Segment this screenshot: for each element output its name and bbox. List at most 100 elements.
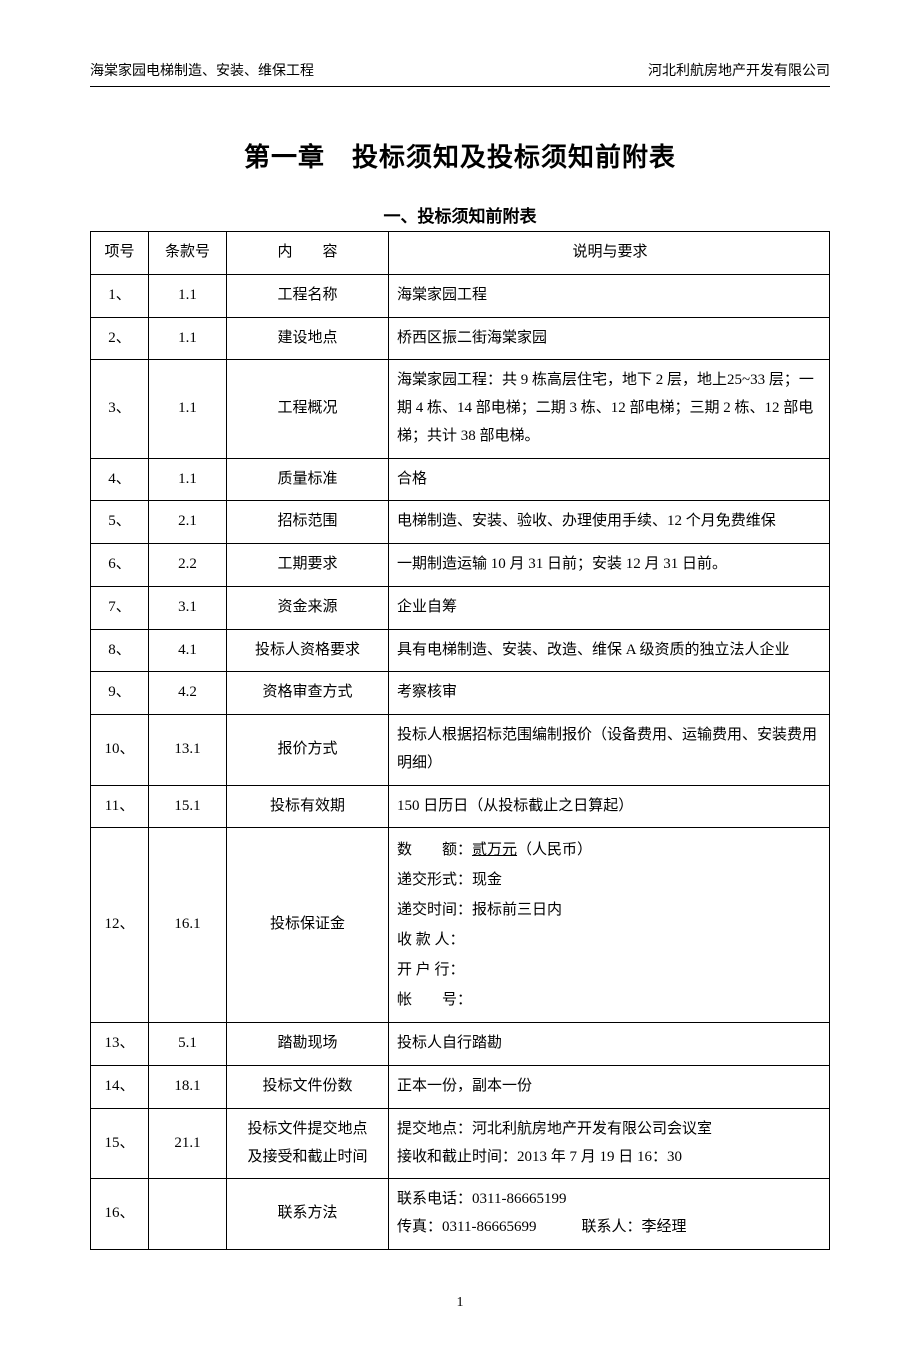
cell-clause: 1.1 xyxy=(149,458,227,501)
cell-desc: 合格 xyxy=(389,458,830,501)
table-row: 6、 2.2 工期要求 一期制造运输 10 月 31 日前；安装 12 月 31… xyxy=(91,544,830,587)
cell-desc: 电梯制造、安装、验收、办理使用手续、12 个月免费维保 xyxy=(389,501,830,544)
table-header-row: 项号 条款号 内 容 说明与要求 xyxy=(91,232,830,275)
cell-content: 建设地点 xyxy=(227,317,389,360)
cell-num: 15、 xyxy=(91,1108,149,1179)
tender-notice-table: 项号 条款号 内 容 说明与要求 1、 1.1 工程名称 海棠家园工程 2、 1… xyxy=(90,231,830,1250)
cell-desc: 海棠家园工程：共 9 栋高层住宅，地下 2 层，地上25~33 层；一期 4 栋… xyxy=(389,360,830,458)
table-row: 15、 21.1 投标文件提交地点 及接受和截止时间 提交地点：河北利航房地产开… xyxy=(91,1108,830,1179)
th-clause: 条款号 xyxy=(149,232,227,275)
page-header: 海棠家园电梯制造、安装、维保工程 河北利航房地产开发有限公司 xyxy=(90,60,830,87)
table-row: 11、 15.1 投标有效期 150 日历日（从投标截止之日算起） xyxy=(91,785,830,828)
cell-clause: 21.1 xyxy=(149,1108,227,1179)
contact-fax: 传真：0311-86665699 xyxy=(397,1214,536,1242)
cell-num: 5、 xyxy=(91,501,149,544)
section-title: 一、投标须知前附表 xyxy=(90,202,830,227)
cell-desc: 一期制造运输 10 月 31 日前；安装 12 月 31 日前。 xyxy=(389,544,830,587)
deposit-time: 递交时间：报标前三日内 xyxy=(397,895,823,925)
cell-desc-multiline: 提交地点：河北利航房地产开发有限公司会议室 接收和截止时间：2013 年 7 月… xyxy=(389,1108,830,1179)
cell-content: 投标人资格要求 xyxy=(227,629,389,672)
contact-phone: 联系电话：0311-86665199 xyxy=(397,1186,823,1214)
cell-content: 资格审查方式 xyxy=(227,672,389,715)
cell-desc: 企业自筹 xyxy=(389,586,830,629)
cell-clause: 2.1 xyxy=(149,501,227,544)
deposit-bank: 开 户 行： xyxy=(397,955,823,985)
cell-content: 资金来源 xyxy=(227,586,389,629)
table-row: 13、 5.1 踏勘现场 投标人自行踏勘 xyxy=(91,1023,830,1066)
cell-num: 14、 xyxy=(91,1066,149,1109)
deposit-account: 帐 号： xyxy=(397,985,823,1015)
cell-content: 投标保证金 xyxy=(227,828,389,1023)
contact-person: 联系人：李经理 xyxy=(581,1214,686,1242)
amount-value: 贰万元 xyxy=(472,842,517,858)
cell-content: 工程概况 xyxy=(227,360,389,458)
cell-content: 工程名称 xyxy=(227,274,389,317)
cell-content: 报价方式 xyxy=(227,715,389,786)
cell-num: 1、 xyxy=(91,274,149,317)
cell-clause: 1.1 xyxy=(149,360,227,458)
table-row: 14、 18.1 投标文件份数 正本一份，副本一份 xyxy=(91,1066,830,1109)
cell-clause: 5.1 xyxy=(149,1023,227,1066)
content-line-2: 及接受和截止时间 xyxy=(233,1144,382,1172)
cell-desc: 投标人自行踏勘 xyxy=(389,1023,830,1066)
cell-clause: 4.2 xyxy=(149,672,227,715)
cell-num: 10、 xyxy=(91,715,149,786)
page-number: 1 xyxy=(90,1295,830,1311)
cell-content: 投标文件份数 xyxy=(227,1066,389,1109)
content-line-1: 投标文件提交地点 xyxy=(233,1116,382,1144)
cell-content: 招标范围 xyxy=(227,501,389,544)
deposit-form: 递交形式：现金 xyxy=(397,865,823,895)
cell-content-multiline: 投标文件提交地点 及接受和截止时间 xyxy=(227,1108,389,1179)
th-content: 内 容 xyxy=(227,232,389,275)
cell-desc: 投标人根据招标范围编制报价（设备费用、运输费用、安装费用明细） xyxy=(389,715,830,786)
cell-num: 16、 xyxy=(91,1179,149,1250)
th-num: 项号 xyxy=(91,232,149,275)
cell-num: 2、 xyxy=(91,317,149,360)
cell-clause: 3.1 xyxy=(149,586,227,629)
cell-clause: 13.1 xyxy=(149,715,227,786)
deposit-payee: 收 款 人： xyxy=(397,925,823,955)
cell-num: 13、 xyxy=(91,1023,149,1066)
cell-desc: 桥西区振二街海棠家园 xyxy=(389,317,830,360)
cell-num: 8、 xyxy=(91,629,149,672)
cell-clause: 16.1 xyxy=(149,828,227,1023)
cell-num: 11、 xyxy=(91,785,149,828)
cell-content: 联系方法 xyxy=(227,1179,389,1250)
desc-line-1: 提交地点：河北利航房地产开发有限公司会议室 xyxy=(397,1116,823,1144)
cell-content: 工期要求 xyxy=(227,544,389,587)
cell-num: 7、 xyxy=(91,586,149,629)
cell-num: 6、 xyxy=(91,544,149,587)
table-row: 1、 1.1 工程名称 海棠家园工程 xyxy=(91,274,830,317)
desc-line-2: 接收和截止时间：2013 年 7 月 19 日 16：30 xyxy=(397,1144,823,1172)
table-row: 16、 联系方法 联系电话：0311-86665199 传真：0311-8666… xyxy=(91,1179,830,1250)
amount-suffix: （人民币） xyxy=(517,842,592,858)
cell-desc-deposit: 数 额：贰万元（人民币） 递交形式：现金 递交时间：报标前三日内 收 款 人： … xyxy=(389,828,830,1023)
amount-label: 数 额： xyxy=(397,842,472,858)
cell-desc: 海棠家园工程 xyxy=(389,274,830,317)
table-row: 12、 16.1 投标保证金 数 额：贰万元（人民币） 递交形式：现金 递交时间… xyxy=(91,828,830,1023)
cell-num: 4、 xyxy=(91,458,149,501)
cell-clause: 2.2 xyxy=(149,544,227,587)
cell-desc: 考察核审 xyxy=(389,672,830,715)
table-row: 3、 1.1 工程概况 海棠家园工程：共 9 栋高层住宅，地下 2 层，地上25… xyxy=(91,360,830,458)
cell-content: 投标有效期 xyxy=(227,785,389,828)
table-row: 9、 4.2 资格审查方式 考察核审 xyxy=(91,672,830,715)
cell-desc: 150 日历日（从投标截止之日算起） xyxy=(389,785,830,828)
contact-fax-row: 传真：0311-86665699 联系人：李经理 xyxy=(397,1214,823,1242)
header-left: 海棠家园电梯制造、安装、维保工程 xyxy=(90,60,314,80)
table-row: 5、 2.1 招标范围 电梯制造、安装、验收、办理使用手续、12 个月免费维保 xyxy=(91,501,830,544)
table-row: 2、 1.1 建设地点 桥西区振二街海棠家园 xyxy=(91,317,830,360)
cell-clause: 15.1 xyxy=(149,785,227,828)
header-right: 河北利航房地产开发有限公司 xyxy=(648,60,830,80)
cell-clause: 18.1 xyxy=(149,1066,227,1109)
cell-clause: 4.1 xyxy=(149,629,227,672)
chapter-title: 第一章 投标须知及投标须知前附表 xyxy=(90,137,830,174)
table-row: 7、 3.1 资金来源 企业自筹 xyxy=(91,586,830,629)
cell-content: 质量标准 xyxy=(227,458,389,501)
cell-num: 3、 xyxy=(91,360,149,458)
cell-desc-contact: 联系电话：0311-86665199 传真：0311-86665699 联系人：… xyxy=(389,1179,830,1250)
cell-num: 12、 xyxy=(91,828,149,1023)
table-row: 8、 4.1 投标人资格要求 具有电梯制造、安装、改造、维保 A 级资质的独立法… xyxy=(91,629,830,672)
cell-clause: 1.1 xyxy=(149,274,227,317)
cell-content: 踏勘现场 xyxy=(227,1023,389,1066)
